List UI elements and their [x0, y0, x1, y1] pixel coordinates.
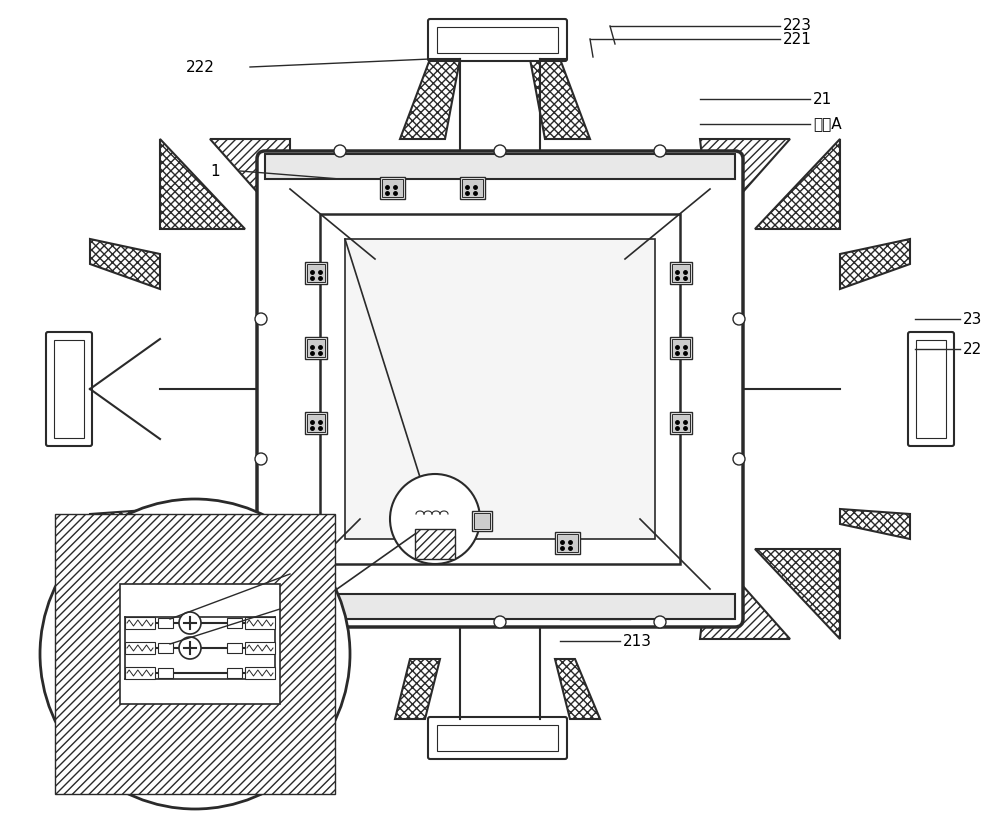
- Text: 211: 211: [126, 636, 155, 651]
- Polygon shape: [755, 549, 840, 639]
- Text: 214: 214: [633, 612, 662, 627]
- Circle shape: [255, 313, 267, 325]
- Bar: [916, 340, 946, 438]
- Bar: [672, 414, 690, 432]
- Circle shape: [179, 612, 201, 634]
- Text: 221: 221: [783, 31, 812, 47]
- Text: 213: 213: [623, 634, 652, 649]
- Polygon shape: [395, 659, 440, 719]
- Bar: [380, 177, 405, 199]
- Circle shape: [390, 474, 480, 564]
- Bar: [305, 262, 327, 284]
- Circle shape: [255, 453, 267, 465]
- Bar: [120, 584, 280, 704]
- Bar: [245, 617, 275, 629]
- Bar: [555, 532, 580, 554]
- Polygon shape: [840, 509, 910, 539]
- Bar: [672, 339, 690, 357]
- Bar: [415, 529, 455, 559]
- Polygon shape: [210, 549, 290, 639]
- Bar: [437, 27, 558, 53]
- Bar: [382, 179, 403, 197]
- Circle shape: [494, 145, 506, 157]
- Bar: [125, 617, 155, 629]
- Bar: [227, 643, 242, 653]
- Bar: [227, 668, 242, 678]
- Bar: [320, 214, 680, 564]
- Polygon shape: [700, 549, 790, 639]
- Bar: [245, 667, 275, 679]
- Bar: [125, 642, 155, 654]
- Bar: [460, 177, 485, 199]
- Text: 21: 21: [813, 92, 832, 106]
- Text: 223: 223: [783, 19, 812, 34]
- Text: 1: 1: [210, 164, 220, 179]
- Polygon shape: [555, 659, 600, 719]
- Bar: [54, 340, 84, 438]
- Bar: [672, 264, 690, 282]
- Bar: [472, 511, 492, 531]
- Bar: [670, 337, 692, 359]
- Bar: [557, 534, 578, 552]
- Bar: [158, 643, 173, 653]
- Circle shape: [654, 616, 666, 628]
- Bar: [125, 667, 155, 679]
- Bar: [307, 264, 325, 282]
- Bar: [345, 239, 655, 539]
- FancyBboxPatch shape: [908, 332, 954, 446]
- Text: 22: 22: [963, 342, 982, 356]
- FancyBboxPatch shape: [257, 151, 743, 627]
- Polygon shape: [530, 59, 590, 139]
- Bar: [245, 642, 275, 654]
- Bar: [474, 513, 490, 529]
- Bar: [307, 339, 325, 357]
- Bar: [55, 514, 335, 794]
- Bar: [305, 412, 327, 434]
- Bar: [265, 594, 735, 619]
- Bar: [265, 154, 735, 179]
- Text: 23: 23: [963, 311, 982, 327]
- FancyBboxPatch shape: [428, 717, 567, 759]
- Circle shape: [334, 616, 346, 628]
- FancyBboxPatch shape: [428, 19, 567, 61]
- Bar: [437, 725, 558, 751]
- Bar: [462, 179, 483, 197]
- Polygon shape: [160, 139, 245, 229]
- Polygon shape: [700, 139, 790, 229]
- Circle shape: [179, 637, 201, 659]
- FancyBboxPatch shape: [46, 332, 92, 446]
- Bar: [670, 412, 692, 434]
- Bar: [307, 414, 325, 432]
- Circle shape: [40, 499, 350, 809]
- Text: 沉槽A: 沉槽A: [813, 116, 842, 132]
- Circle shape: [494, 616, 506, 628]
- Bar: [305, 337, 327, 359]
- Bar: [227, 618, 242, 628]
- Bar: [670, 262, 692, 284]
- Polygon shape: [400, 59, 460, 139]
- Polygon shape: [840, 239, 910, 289]
- Polygon shape: [90, 239, 160, 289]
- Bar: [158, 618, 173, 628]
- Circle shape: [654, 145, 666, 157]
- Polygon shape: [90, 509, 160, 539]
- Circle shape: [733, 453, 745, 465]
- Text: 212: 212: [126, 612, 155, 627]
- Circle shape: [733, 313, 745, 325]
- Circle shape: [334, 145, 346, 157]
- Text: 222: 222: [186, 60, 215, 75]
- Polygon shape: [755, 139, 840, 229]
- Polygon shape: [160, 549, 245, 639]
- Polygon shape: [210, 139, 290, 229]
- Bar: [158, 668, 173, 678]
